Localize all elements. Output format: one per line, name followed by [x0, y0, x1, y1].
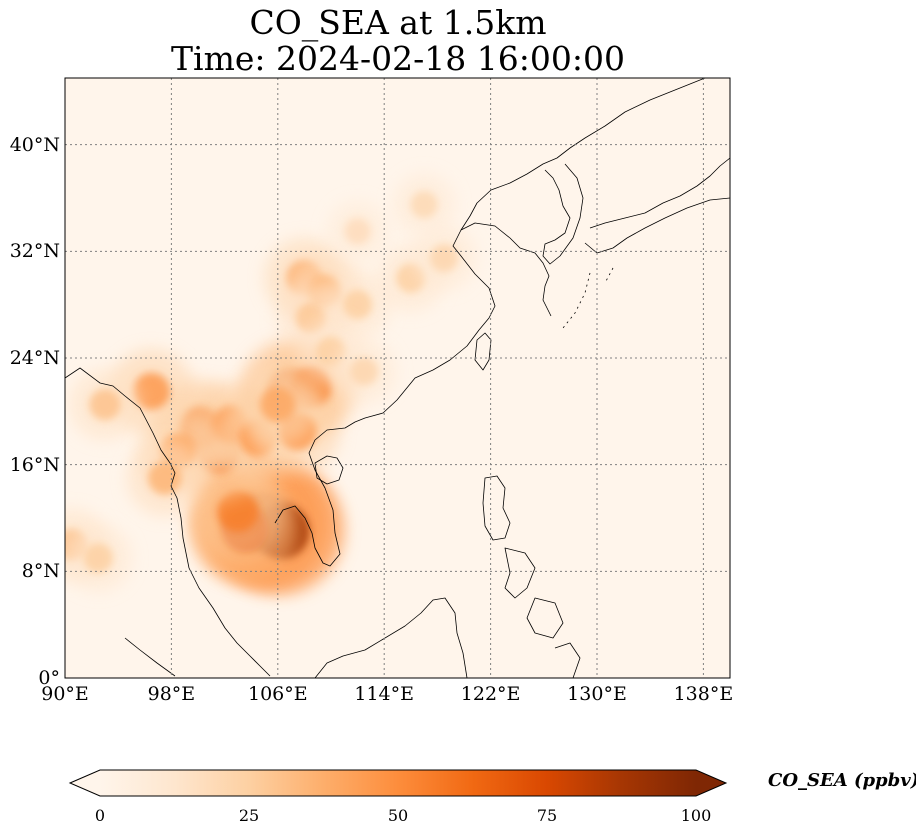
colorbar-extend-high: [696, 770, 726, 796]
longitude-tick-label: 106°E: [247, 683, 308, 705]
bohai-coast: [460, 222, 552, 317]
longitude-tick-label: 98°E: [147, 683, 196, 705]
concentration-hotspot: [148, 461, 182, 495]
latitude-tick-label: 32°N: [9, 240, 60, 263]
colorbar-tick-label: 50: [387, 806, 409, 825]
japan-kyushu-honshu: [589, 157, 730, 229]
latitude-tick-label: 24°N: [9, 347, 60, 369]
colorbar-outline: [68, 769, 728, 797]
longitude-tick-label: 114°E: [354, 683, 415, 705]
latitude-tick-label: 8°N: [21, 560, 60, 583]
map-frame: [64, 77, 731, 679]
japan-south-coast: [584, 197, 730, 254]
coastlines: [65, 78, 730, 678]
concentration-hotspot: [429, 243, 459, 273]
colorbar-canvas: [68, 769, 728, 797]
concentration-hotspot: [217, 490, 259, 532]
colorbar-extend-low: [70, 770, 100, 796]
latitude-tick-label: 16°N: [9, 453, 60, 476]
ryukyu-islands: [562, 267, 614, 329]
latitude-tick-label: 40°N: [9, 133, 60, 156]
longitude-tick-label: 90°E: [41, 683, 89, 705]
sulawesi-coast: [554, 642, 581, 678]
colorbar-tick-label: 100: [680, 806, 712, 825]
longitude-tick-label: 130°E: [567, 683, 627, 705]
chart-title-line2: Time: 2024-02-18 16:00:00: [171, 39, 625, 78]
concentration-hotspot: [342, 289, 373, 320]
colorbar-label: CO_SEA (ppbv): [768, 770, 916, 791]
korea-coast: [542, 163, 584, 265]
colorbar-tick-label: 0: [94, 806, 106, 825]
borneo-coast: [314, 597, 468, 678]
colorbar: [68, 769, 728, 797]
latitude-tick-label: 0°: [38, 667, 60, 689]
hainan-island: [314, 455, 344, 485]
concentration-hotspot: [83, 543, 113, 573]
chart-title-line1: CO_SEA at 1.5km: [249, 3, 547, 42]
philippines-south: [504, 547, 564, 639]
mainland-coast: [65, 78, 706, 677]
colorbar-tick-label: 75: [536, 806, 558, 825]
gridlines: [65, 78, 730, 678]
concentration-hotspot: [89, 388, 121, 421]
concentration-hotspot: [410, 190, 438, 219]
concentration-field: [65, 173, 477, 595]
map-canvas: [64, 77, 731, 679]
longitude-tick-label: 122°E: [460, 683, 521, 705]
sumatra-coast: [124, 637, 176, 677]
taiwan-island: [474, 332, 492, 371]
concentration-hotspot: [350, 357, 379, 386]
map-panel: [64, 77, 731, 679]
luzon-island: [482, 475, 511, 541]
concentration-hotspot: [132, 372, 171, 410]
longitude-tick-label: 138°E: [673, 683, 734, 705]
colorbar-tick-label: 25: [238, 806, 260, 825]
concentration-hotspot: [344, 218, 371, 245]
colorbar-gradient: [100, 770, 696, 796]
